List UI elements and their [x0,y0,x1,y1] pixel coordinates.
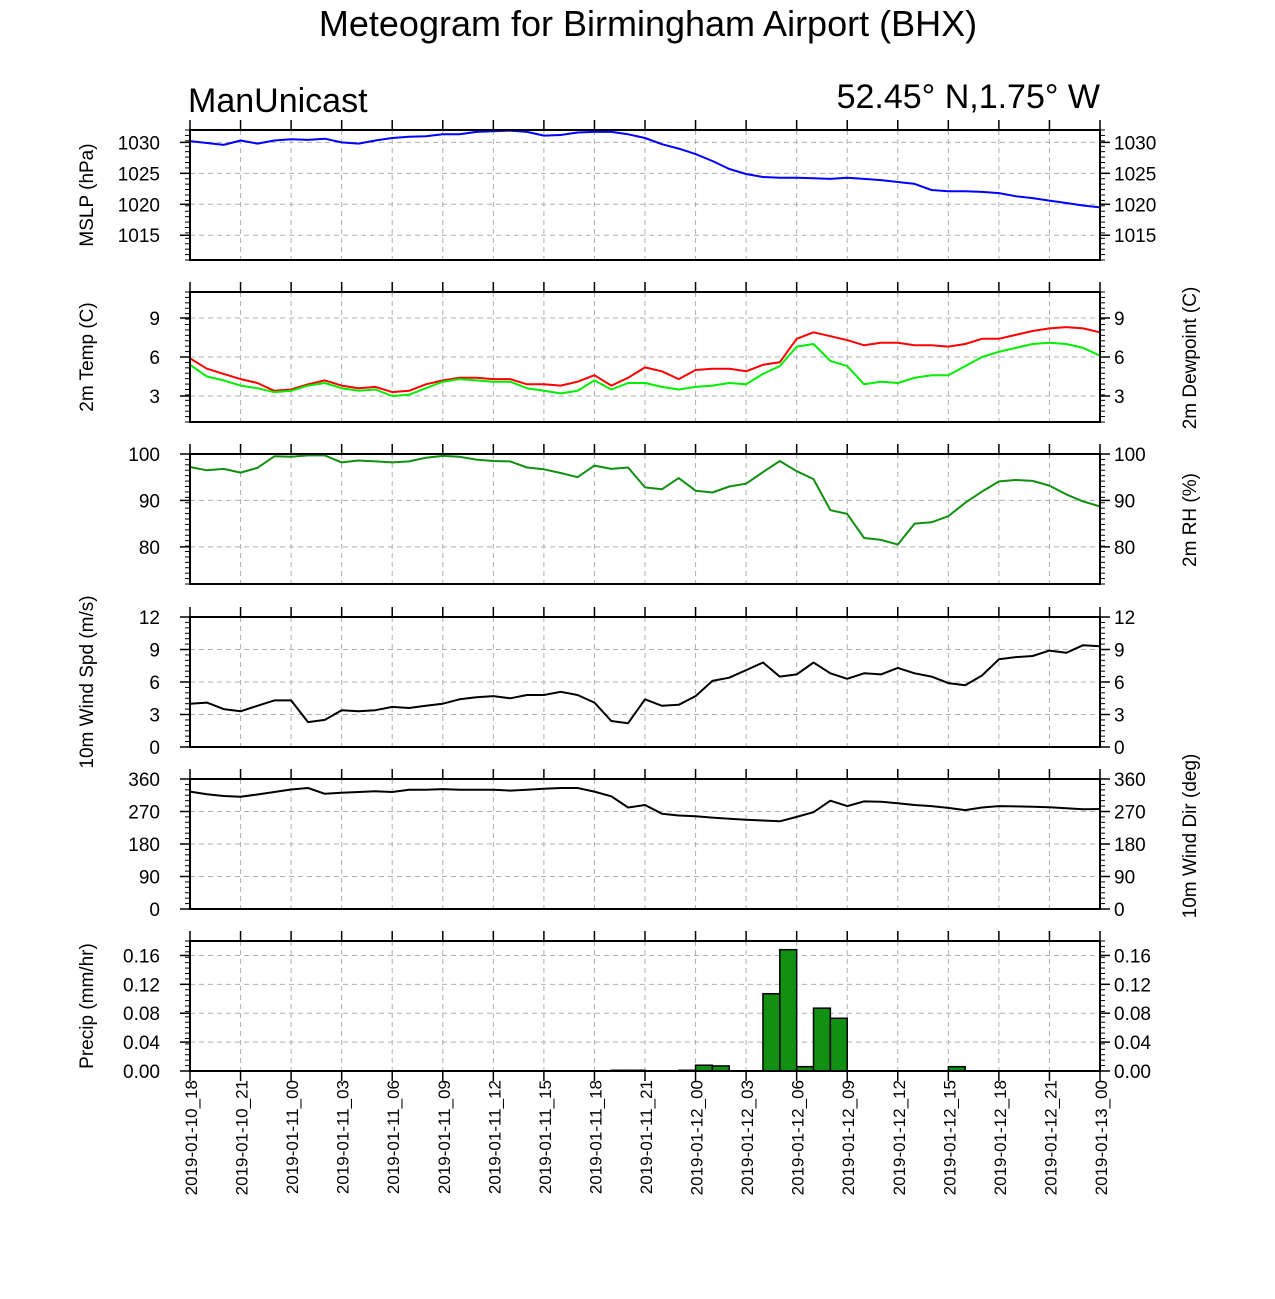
chart-title: Meteogram for Birmingham Airport (BHX) [319,3,977,44]
temp-dewpoint-series-line [189,341,1101,397]
x-tick-label: 2019-01-11_06 [384,1080,403,1194]
y-tick-label-left: 9 [149,309,160,330]
y-tick-label-left: 3 [149,387,160,408]
y-axis-title-left: Precip (mm/hr) [77,943,98,1069]
x-axis-labels: 2019-01-10_18 2019-01-10_21 2019-01-11_00 2… [182,1080,1111,1195]
y-tick-label-left: 6 [149,673,160,694]
y-tick-label-right: 0.12 [1114,975,1151,996]
y-tick-label-left: 0 [149,738,160,759]
y-axis-title-right: 2m Dewpoint (C) [1180,287,1201,430]
temp-dewpoint-series-line [189,326,1101,394]
y-tick-label-left: 0 [149,900,160,921]
y-tick-label-left: 0.04 [123,1033,160,1054]
y-tick-label-right: 1020 [1114,195,1156,216]
y-tick-label-right: 0.16 [1114,946,1151,967]
y-tick-label-right: 90 [1114,868,1135,889]
x-tick-label: 2019-01-10_18 [182,1080,201,1195]
x-tick-label: 2019-01-12_21 [1041,1080,1060,1195]
y-tick-label-left: 0.00 [123,1062,160,1083]
wind-dir-panel: 0 0 90 90 180 180 270 270 360 360 10m Wind Dir (de… [128,754,1201,921]
y-tick-label-left: 6 [149,348,160,369]
y-tick-label-left: 180 [128,835,160,856]
y-tick-label-right: 12 [1114,608,1135,629]
y-tick-label-left: 100 [128,445,160,466]
y-tick-label-left: 0.12 [123,975,160,996]
y-tick-label-left: 0.08 [123,1004,160,1025]
y-tick-label-right: 9 [1114,641,1125,662]
y-tick-label-right: 90 [1114,491,1135,512]
x-tick-label: 2019-01-12_12 [890,1080,909,1195]
x-tick-label: 2019-01-11_15 [536,1080,555,1194]
x-tick-label: 2019-01-12_09 [839,1080,858,1195]
y-tick-label-left: 360 [128,770,160,791]
y-tick-label-left: 1020 [118,195,160,216]
y-tick-label-left: 80 [139,538,160,559]
y-tick-label-left: 1025 [118,164,160,185]
y-tick-label-right: 270 [1114,803,1146,824]
x-tick-label: 2019-01-11_21 [637,1080,656,1194]
y-tick-label-left: 270 [128,803,160,824]
y-tick-label-right: 0 [1114,738,1125,759]
y-tick-label-right: 1025 [1114,164,1156,185]
y-tick-label-right: 1030 [1114,133,1156,154]
y-tick-label-right: 100 [1114,445,1146,466]
mslp-panel: 1015 1015 1020 1020 1025 1025 1030 1030 MSLP (hP… [77,120,1156,261]
rh-series-line [189,454,1101,546]
y-tick-label-right: 80 [1114,538,1135,559]
y-tick-label-left: 9 [149,641,160,662]
x-tick-label: 2019-01-12_00 [688,1080,707,1195]
y-tick-label-right: 360 [1114,770,1146,791]
x-tick-label: 2019-01-10_21 [233,1080,252,1195]
x-tick-label: 2019-01-11_09 [435,1080,454,1194]
y-tick-label-left: 1030 [118,133,160,154]
y-tick-label-left: 1015 [118,226,160,247]
wind-dir-series-line [189,787,1101,823]
x-tick-label: 2019-01-11_03 [334,1080,353,1194]
x-tick-label: 2019-01-12_06 [789,1080,808,1195]
precip-panel: 0.00 0.00 0.04 0.04 0.08 0.08 0.12 0.12 0.16 0.16… [77,931,1151,1083]
y-tick-label-right: 1015 [1114,226,1156,247]
x-tick-label: 2019-01-11_00 [283,1080,302,1194]
y-tick-label-left: 0.16 [123,946,160,967]
y-tick-label-right: 3 [1114,387,1125,408]
y-tick-label-right: 6 [1114,348,1125,369]
y-axis-title-right: 2m RH (%) [1180,473,1201,567]
precip-bar [779,948,798,1072]
precip-bar [812,1007,832,1072]
x-tick-label: 2019-01-11_12 [485,1080,504,1194]
station-name: ManUnicast [188,82,368,120]
y-axis-title-right: 10m Wind Dir (deg) [1180,754,1201,919]
precip-bar [829,1017,848,1072]
precip-bar [762,992,781,1072]
x-tick-label: 2019-01-12_15 [940,1080,959,1195]
station-coordinates: 52.45° N,1.75° W [837,78,1100,116]
y-tick-label-right: 180 [1114,835,1146,856]
mslp-series-line [189,129,1101,209]
y-tick-label-right: 0.00 [1114,1062,1151,1083]
y-tick-label-right: 6 [1114,673,1125,694]
wind-speed-panel: 0 0 3 3 6 6 9 9 12 12 10m Wind Spd (m/s) [77,595,1135,768]
y-axis-title-left: 2m Temp (C) [77,302,98,411]
y-tick-label-left: 90 [139,491,160,512]
x-tick-label: 2019-01-13_00 [1092,1080,1111,1195]
y-axis-title-left: MSLP (hPa) [77,143,98,246]
y-tick-label-left: 90 [139,868,160,889]
y-tick-label-right: 3 [1114,706,1125,727]
x-tick-label: 2019-01-11_18 [586,1080,605,1194]
wind-speed-series-line [189,644,1101,725]
temp-dewpoint-panel: 3 3 6 6 9 9 2m Temp (C) 2m Dewpoint (C) [77,282,1201,429]
y-tick-label-right: 0.04 [1114,1033,1151,1054]
x-tick-label: 2019-01-12_03 [738,1080,757,1195]
y-tick-label-right: 9 [1114,309,1125,330]
rh-panel: 80 80 90 90 100 100 2m RH (%) [128,444,1201,585]
y-tick-label-right: 0 [1114,900,1125,921]
y-tick-label-left: 12 [139,608,160,629]
y-tick-label-right: 0.08 [1114,1004,1151,1025]
y-tick-label-left: 3 [149,706,160,727]
x-tick-label: 2019-01-12_18 [991,1080,1010,1195]
y-axis-title-left: 10m Wind Spd (m/s) [77,595,98,768]
